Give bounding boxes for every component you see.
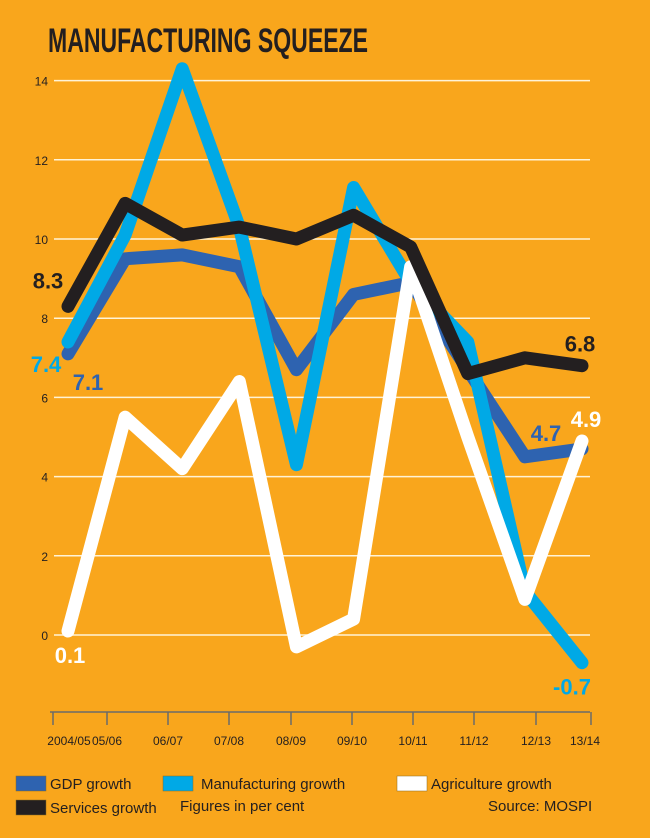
x-tick-label: 08/09	[276, 734, 306, 748]
data-label: 0.1	[55, 643, 86, 668]
series-line-agriculture-growth	[61, 260, 589, 654]
y-tick-label: 10	[35, 233, 49, 247]
x-tick-label: 07/08	[214, 734, 244, 748]
data-label: 6.8	[565, 332, 596, 357]
legend-label: Services growth	[50, 800, 157, 817]
annotations: 8.3 7.4 7.1 0.1 6.8 4.7 4.9 -0.7	[31, 268, 602, 699]
legend-label: GDP growth	[50, 776, 131, 793]
y-tick-label: 0	[41, 629, 48, 643]
series-line-manufacturing-growth	[61, 62, 589, 670]
y-tick-label: 12	[35, 154, 49, 168]
x-tick-label: 09/10	[337, 734, 367, 748]
legend-swatch	[15, 775, 47, 792]
legend: GDP growth Manufacturing growth Agricultur…	[15, 775, 552, 817]
y-tick-label: 4	[41, 471, 48, 485]
x-axis: 2004/05 05/06 06/07 07/08 08/09 09/10 10/11 11/…	[47, 711, 600, 748]
units-note: Figures in per cent	[180, 798, 305, 815]
data-label: 7.1	[73, 370, 104, 395]
grid: 0 2 4 6 8 10 12 14	[35, 75, 590, 643]
x-tick-label: 05/06	[92, 734, 122, 748]
x-tick-label: 2004/05	[47, 734, 91, 748]
legend-label: Agriculture growth	[431, 776, 552, 793]
legend-swatch	[15, 799, 47, 816]
legend-swatch	[162, 775, 194, 792]
x-tick-label: 10/11	[398, 734, 427, 748]
legend-swatch	[396, 775, 428, 792]
data-label: 4.9	[571, 407, 602, 432]
data-label: -0.7	[553, 675, 591, 700]
y-tick-label: 8	[41, 312, 48, 326]
series-lines	[61, 62, 589, 670]
y-tick-label: 2	[41, 550, 48, 564]
y-tick-label: 14	[35, 75, 49, 89]
chart-title: MANUFACTURING SQUEEZE	[48, 22, 368, 60]
data-label: 4.7	[531, 421, 562, 446]
x-tick-label: 06/07	[153, 734, 183, 748]
data-label: 8.3	[33, 268, 64, 293]
x-tick-label: 11/12	[459, 734, 488, 748]
data-label: 7.4	[31, 352, 62, 377]
legend-label: Manufacturing growth	[201, 776, 345, 793]
x-tick-label: 13/14	[570, 734, 600, 748]
x-tick-label: 12/13	[521, 734, 551, 748]
source-note: Source: MOSPI	[488, 798, 592, 815]
y-tick-label: 6	[41, 391, 48, 405]
series-line-services-growth	[61, 196, 589, 381]
